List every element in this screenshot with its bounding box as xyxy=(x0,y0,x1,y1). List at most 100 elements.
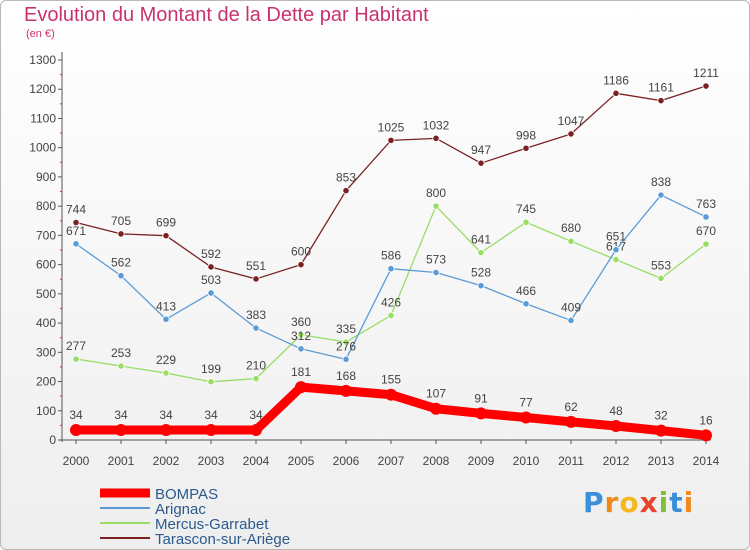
data-point xyxy=(207,263,215,271)
data-label: 155 xyxy=(381,373,401,387)
data-point xyxy=(117,230,125,238)
y-tick-label: 400 xyxy=(36,316,56,330)
data-label: 1161 xyxy=(648,81,674,95)
x-tick-label: 2005 xyxy=(288,454,315,468)
legend-label: Tarascon-sur-Ariège xyxy=(155,531,290,548)
data-label: 853 xyxy=(336,171,356,185)
data-point xyxy=(612,256,620,264)
data-label: 562 xyxy=(111,256,131,270)
data-point xyxy=(252,375,260,383)
logo-letter: o xyxy=(619,486,640,519)
data-label: 592 xyxy=(201,247,221,261)
data-point xyxy=(657,274,665,282)
x-tick-label: 2014 xyxy=(693,454,720,468)
data-label: 1032 xyxy=(423,118,450,132)
logo-letter: i xyxy=(658,486,670,519)
data-point xyxy=(297,345,305,353)
data-point xyxy=(162,315,170,323)
data-label: 528 xyxy=(471,266,491,280)
data-label: 1047 xyxy=(558,114,585,128)
data-point xyxy=(207,289,215,297)
data-label: 34 xyxy=(249,408,263,422)
data-point xyxy=(700,429,712,442)
data-point xyxy=(162,369,170,377)
legend-label: Mercus-Garrabet xyxy=(155,516,269,533)
data-point xyxy=(702,240,710,248)
data-point xyxy=(612,246,620,254)
data-label: 1186 xyxy=(603,73,629,87)
data-label: 744 xyxy=(66,203,86,217)
data-label: 745 xyxy=(516,202,536,216)
logo-letter: r xyxy=(604,486,620,519)
data-label: 34 xyxy=(204,408,218,422)
data-point xyxy=(72,355,80,363)
data-point xyxy=(160,424,172,437)
data-label: 680 xyxy=(561,221,581,235)
data-point xyxy=(342,355,350,363)
data-point xyxy=(567,130,575,138)
data-point xyxy=(252,275,260,283)
data-label: 229 xyxy=(156,353,176,367)
data-point xyxy=(477,282,485,290)
data-label: 699 xyxy=(156,216,176,230)
data-label: 409 xyxy=(561,300,581,314)
data-point xyxy=(702,213,710,221)
data-point xyxy=(252,324,260,332)
data-label: 48 xyxy=(609,404,623,418)
x-tick-label: 2009 xyxy=(468,454,495,468)
y-tick-label: 600 xyxy=(36,258,56,272)
data-point xyxy=(70,424,82,437)
data-label: 998 xyxy=(516,128,536,142)
data-point xyxy=(657,97,665,105)
x-tick-label: 2006 xyxy=(333,454,360,468)
y-tick-label: 500 xyxy=(36,287,56,301)
y-tick-label: 300 xyxy=(36,345,56,359)
data-label: 210 xyxy=(246,359,266,373)
data-point xyxy=(522,144,530,152)
y-tick-label: 800 xyxy=(36,199,56,213)
data-label: 641 xyxy=(471,233,491,247)
data-label: 34 xyxy=(69,408,83,422)
data-label: 503 xyxy=(201,273,221,287)
data-point xyxy=(340,384,352,397)
data-point xyxy=(250,424,262,437)
data-label: 199 xyxy=(201,362,221,376)
data-point xyxy=(477,159,485,167)
data-point xyxy=(522,300,530,308)
x-tick-label: 2007 xyxy=(378,454,405,468)
data-point xyxy=(432,134,440,142)
data-point xyxy=(565,415,577,428)
data-label: 16 xyxy=(699,413,713,427)
chart-subtitle: (en €) xyxy=(26,28,55,40)
x-tick-label: 2008 xyxy=(423,454,450,468)
data-point xyxy=(702,82,710,90)
x-tick-label: 2011 xyxy=(558,454,584,468)
data-label: 181 xyxy=(291,365,311,379)
data-label: 671 xyxy=(66,224,86,238)
x-tick-label: 2002 xyxy=(153,454,180,468)
data-point xyxy=(655,424,667,437)
data-point xyxy=(475,407,487,420)
data-label: 1211 xyxy=(693,66,719,80)
data-label: 77 xyxy=(519,395,533,409)
x-tick-label: 2004 xyxy=(243,454,270,468)
data-point xyxy=(387,136,395,144)
logo-letter: t xyxy=(669,486,684,519)
y-tick-label: 1300 xyxy=(29,53,56,67)
x-tick-label: 2000 xyxy=(63,454,90,468)
data-point xyxy=(612,89,620,97)
data-label: 168 xyxy=(336,369,356,383)
data-point xyxy=(342,187,350,195)
y-tick-label: 200 xyxy=(36,375,56,389)
data-label: 705 xyxy=(111,214,131,228)
x-tick-label: 2012 xyxy=(603,454,630,468)
legend-label: Arignac xyxy=(155,501,206,518)
data-label: 62 xyxy=(564,400,578,414)
data-label: 800 xyxy=(426,186,446,200)
data-label: 586 xyxy=(381,249,401,263)
data-point xyxy=(430,402,442,415)
y-tick-label: 0 xyxy=(49,433,56,447)
y-tick-label: 900 xyxy=(36,170,56,184)
data-label: 34 xyxy=(159,408,173,422)
